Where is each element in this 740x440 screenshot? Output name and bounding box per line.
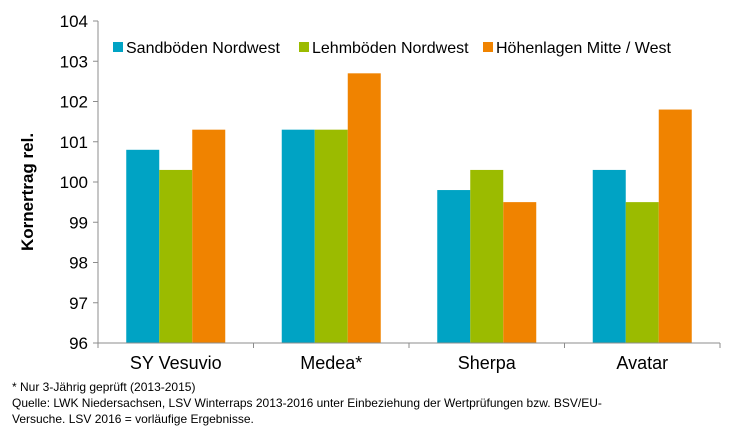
bar-group (126, 73, 692, 343)
footnote-source: Quelle: LWK Niedersachsen, LSV Winterrap… (12, 396, 602, 410)
y-tick-label: 96 (69, 334, 88, 353)
x-tick-label: Avatar (616, 353, 668, 373)
bar (126, 149, 160, 343)
x-tick-label: Medea* (300, 353, 362, 373)
legend: Sandböden Nordwest Lehmböden Nordwest Höhe… (113, 40, 671, 57)
bar-chart: 96 97 98 99 100 101 102 103 104 SY Vesuvio Medea*… (18, 12, 721, 373)
y-tick-label: 104 (60, 12, 88, 31)
bar (470, 169, 504, 343)
bar (192, 129, 226, 343)
bar (281, 129, 315, 343)
x-tick-label: SY Vesuvio (130, 353, 222, 373)
x-tick-label: Sherpa (458, 353, 517, 373)
legend-label: Höhenlagen Mitte / West (496, 40, 671, 57)
bar (314, 129, 348, 343)
bar (503, 202, 537, 343)
y-axis-ticks: 96 97 98 99 100 101 102 103 104 (60, 12, 98, 353)
y-tick-label: 97 (69, 294, 88, 313)
y-tick-label: 101 (60, 133, 88, 152)
y-tick-label: 99 (69, 213, 88, 232)
legend-swatch (113, 42, 123, 52)
footnote-asterisk: * Nur 3-Jährig geprüft (2013-2015) (12, 380, 196, 394)
y-tick-label: 102 (60, 93, 88, 112)
bar (625, 202, 659, 343)
bar (592, 169, 626, 343)
bar (347, 73, 381, 343)
bar (437, 190, 471, 343)
legend-label: Lehmböden Nordwest (312, 40, 469, 57)
y-tick-label: 103 (60, 52, 88, 71)
footnote-source-continued: Versuche. LSV 2016 = vorläufige Ergebnis… (12, 412, 254, 426)
bar (159, 169, 193, 343)
legend-label: Sandböden Nordwest (126, 40, 280, 57)
legend-swatch (483, 42, 493, 52)
y-axis-title: Kornertrag rel. (18, 133, 37, 251)
y-tick-label: 100 (60, 173, 88, 192)
bar (658, 109, 692, 343)
legend-swatch (299, 42, 309, 52)
x-axis-labels: SY Vesuvio Medea* Sherpa Avatar (130, 353, 668, 373)
y-tick-label: 98 (69, 254, 88, 273)
x-axis-ticks (97, 343, 721, 348)
